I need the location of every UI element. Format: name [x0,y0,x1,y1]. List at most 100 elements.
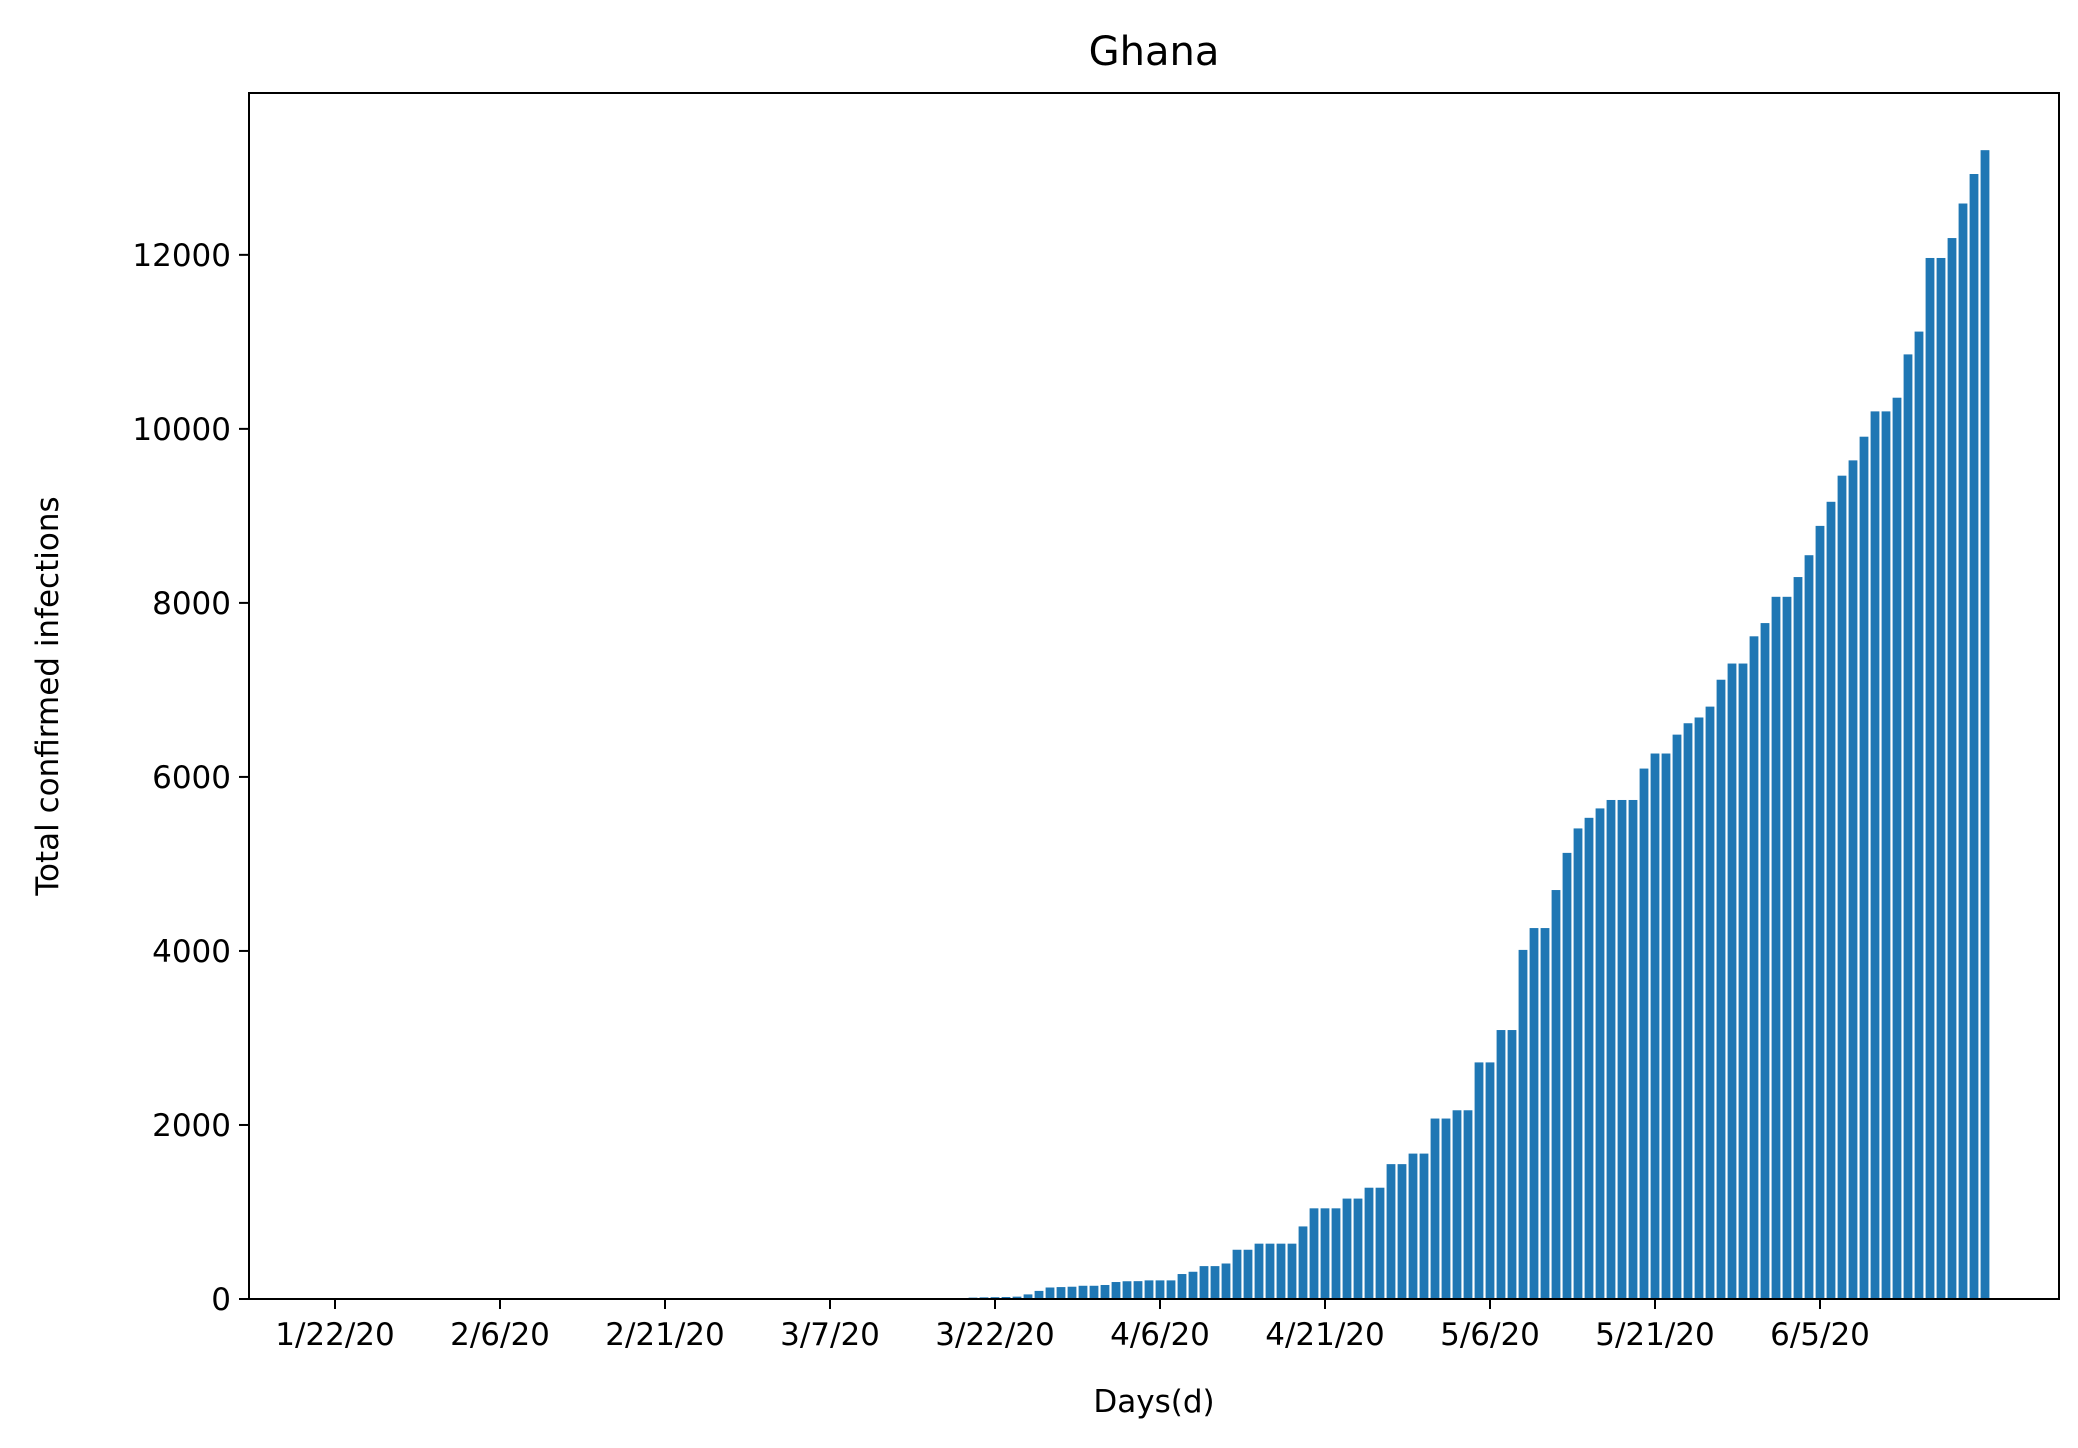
x-tick-label: 5/6/20 [1440,1317,1540,1353]
bar [1012,1296,1022,1299]
bar [1606,799,1616,1299]
bar [1716,679,1726,1299]
bar [1947,238,1957,1299]
bar [1639,768,1649,1299]
bar [1331,1208,1341,1299]
bar [1309,1208,1319,1299]
x-tick-label: 5/21/20 [1595,1317,1715,1353]
bar [1804,555,1814,1299]
y-tick-label: 0 [211,1282,231,1318]
bar [1892,397,1902,1300]
bar [1837,475,1847,1299]
bar [1287,1243,1297,1299]
bar [1815,525,1825,1299]
bar [1034,1290,1044,1299]
x-tick-label: 4/21/20 [1265,1317,1385,1353]
y-tick-label: 4000 [152,934,231,970]
bar [1573,828,1583,1299]
bar [1727,663,1737,1299]
bar [1551,890,1561,1299]
bar [1397,1164,1407,1299]
bar [1276,1243,1286,1299]
y-tick-label: 12000 [132,238,231,274]
bar [1540,928,1550,1299]
bar [1782,596,1792,1299]
bar [1353,1198,1363,1299]
bar [1485,1062,1495,1299]
x-axis-title: Days(d) [1093,1384,1214,1420]
x-tick-label: 1/22/20 [275,1317,395,1353]
bar [1760,623,1770,1299]
bar [1738,663,1748,1299]
bar [1595,808,1605,1299]
bar [1342,1198,1352,1299]
bar [1210,1266,1220,1299]
bar [1408,1153,1418,1299]
bar [1529,928,1539,1299]
bar [1254,1243,1264,1299]
bar [1133,1281,1143,1299]
bar [1694,717,1704,1299]
bar [1474,1062,1484,1299]
bar [1221,1263,1231,1299]
x-tick-label: 6/5/20 [1770,1317,1870,1353]
chart-title: Ghana [1089,29,1220,75]
bar [1375,1187,1385,1299]
bar [1144,1280,1154,1299]
bar [1771,596,1781,1299]
bar [1584,817,1594,1299]
bar [1881,411,1891,1299]
bar [1826,501,1836,1299]
bar [1078,1285,1088,1299]
bar [1793,577,1803,1299]
bar [1507,1030,1517,1299]
bar [1914,331,1924,1300]
bar [1111,1282,1121,1299]
bar [1617,799,1627,1299]
x-tick-label: 3/22/20 [935,1317,1055,1353]
bar [1661,753,1671,1299]
bar [1067,1286,1077,1299]
bar [1683,723,1693,1299]
bar [1243,1249,1253,1299]
bar [1122,1281,1132,1299]
bar [1705,706,1715,1299]
bar [1562,852,1572,1299]
y-axis-title: Total confirmed infections [30,496,66,896]
y-axis: 0 2000 4000 6000 8000 10000 12000 [132,238,249,1318]
bar [1936,257,1946,1300]
bar [1089,1285,1099,1299]
bar [1265,1243,1275,1299]
bar [1232,1249,1242,1299]
bar [1298,1226,1308,1299]
bar [1430,1118,1440,1299]
bar [1749,636,1759,1299]
x-tick-label: 2/21/20 [605,1317,725,1353]
x-axis: 1/22/20 2/6/20 2/21/20 3/7/20 3/22/20 4/6/20 4… [275,1299,1870,1353]
bar [1364,1187,1374,1299]
bar [1177,1274,1187,1299]
bar [1848,460,1858,1299]
bar [1166,1280,1176,1299]
bar [1056,1287,1066,1299]
x-tick-label: 2/6/20 [450,1317,550,1353]
y-tick-label: 10000 [132,412,231,448]
bar [1980,150,1990,1299]
plot-frame [248,92,2060,1300]
x-tick-label: 3/7/20 [780,1317,880,1353]
bar [1870,411,1880,1299]
bar [1859,436,1869,1299]
x-tick-label: 4/6/20 [1110,1317,1210,1353]
bar [1419,1153,1429,1299]
bars [913,150,1990,1300]
bar [1925,257,1935,1300]
bar [1903,354,1913,1299]
bar [1650,753,1660,1299]
bar [1045,1287,1055,1299]
bar [1386,1164,1396,1299]
bar [1188,1271,1198,1299]
bar [1518,949,1528,1299]
bar [1023,1294,1033,1299]
y-tick-label: 2000 [152,1108,231,1144]
